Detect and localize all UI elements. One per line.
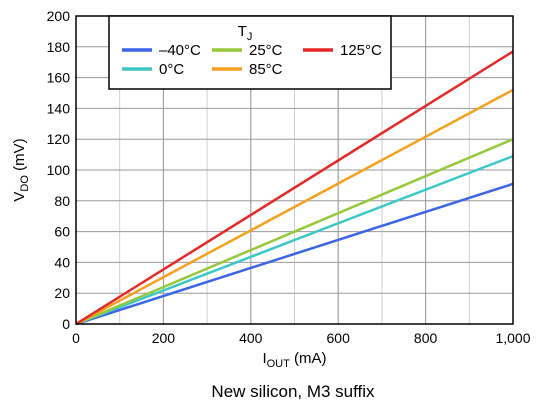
y-tick-label: 140: [47, 100, 71, 116]
series-line: [75, 154, 514, 326]
y-axis-label-main: V: [11, 192, 28, 202]
y-tick-labels: 0 20 40 60 80 100 120 140 160 180 200: [47, 8, 71, 332]
series-line: [75, 182, 514, 326]
y-axis-label: VDO (mV): [11, 138, 31, 201]
series-layer: [75, 50, 514, 326]
legend-title-main: T: [238, 23, 247, 40]
x-tick-label: 1,000: [495, 330, 530, 346]
series-line: [75, 138, 514, 326]
y-axis-label-unit: (mV): [11, 138, 28, 175]
legend-label: 85°C: [249, 61, 283, 78]
x-tick-label: 0: [72, 330, 80, 346]
y-tick-label: 80: [54, 193, 70, 209]
x-tick-label: 800: [414, 330, 438, 346]
series-line: [75, 50, 514, 326]
legend-label: 25°C: [249, 42, 283, 59]
chart-caption: New silicon, M3 suffix: [211, 382, 375, 401]
legend-title: TJ: [238, 23, 253, 43]
legend-items: –40°C 25°C 125°C 0°C 85°C: [122, 42, 382, 78]
x-tick-labels: 0 200 400 600 800 1,000: [72, 330, 531, 346]
y-tick-label: 60: [54, 224, 70, 240]
y-tick-label: 20: [54, 285, 70, 301]
x-tick-label: 600: [327, 330, 351, 346]
legend-label: 0°C: [159, 61, 184, 78]
legend: TJ –40°C 25°C 125°C 0°C 85°C: [108, 15, 392, 90]
x-axis-label-sub: OUT: [267, 358, 291, 370]
y-tick-label: 120: [47, 131, 71, 147]
x-axis-label-unit: (mA): [290, 350, 327, 367]
x-tick-label: 200: [152, 330, 176, 346]
legend-title-sub: J: [247, 31, 253, 43]
y-tick-label: 0: [62, 316, 70, 332]
y-axis-label-sub: DO: [19, 175, 31, 192]
x-tick-label: 400: [239, 330, 263, 346]
x-axis-label-main: I: [262, 350, 266, 367]
y-tick-label: 40: [54, 254, 70, 270]
legend-label: 125°C: [340, 42, 382, 59]
y-tick-label: 180: [47, 39, 71, 55]
legend-box: [108, 15, 392, 90]
y-tick-label: 160: [47, 70, 71, 86]
series-line: [75, 88, 514, 326]
x-axis-label: IOUT (mA): [262, 350, 326, 370]
legend-label: –40°C: [159, 42, 201, 59]
y-tick-label: 100: [47, 162, 71, 178]
y-tick-label: 200: [47, 8, 71, 24]
